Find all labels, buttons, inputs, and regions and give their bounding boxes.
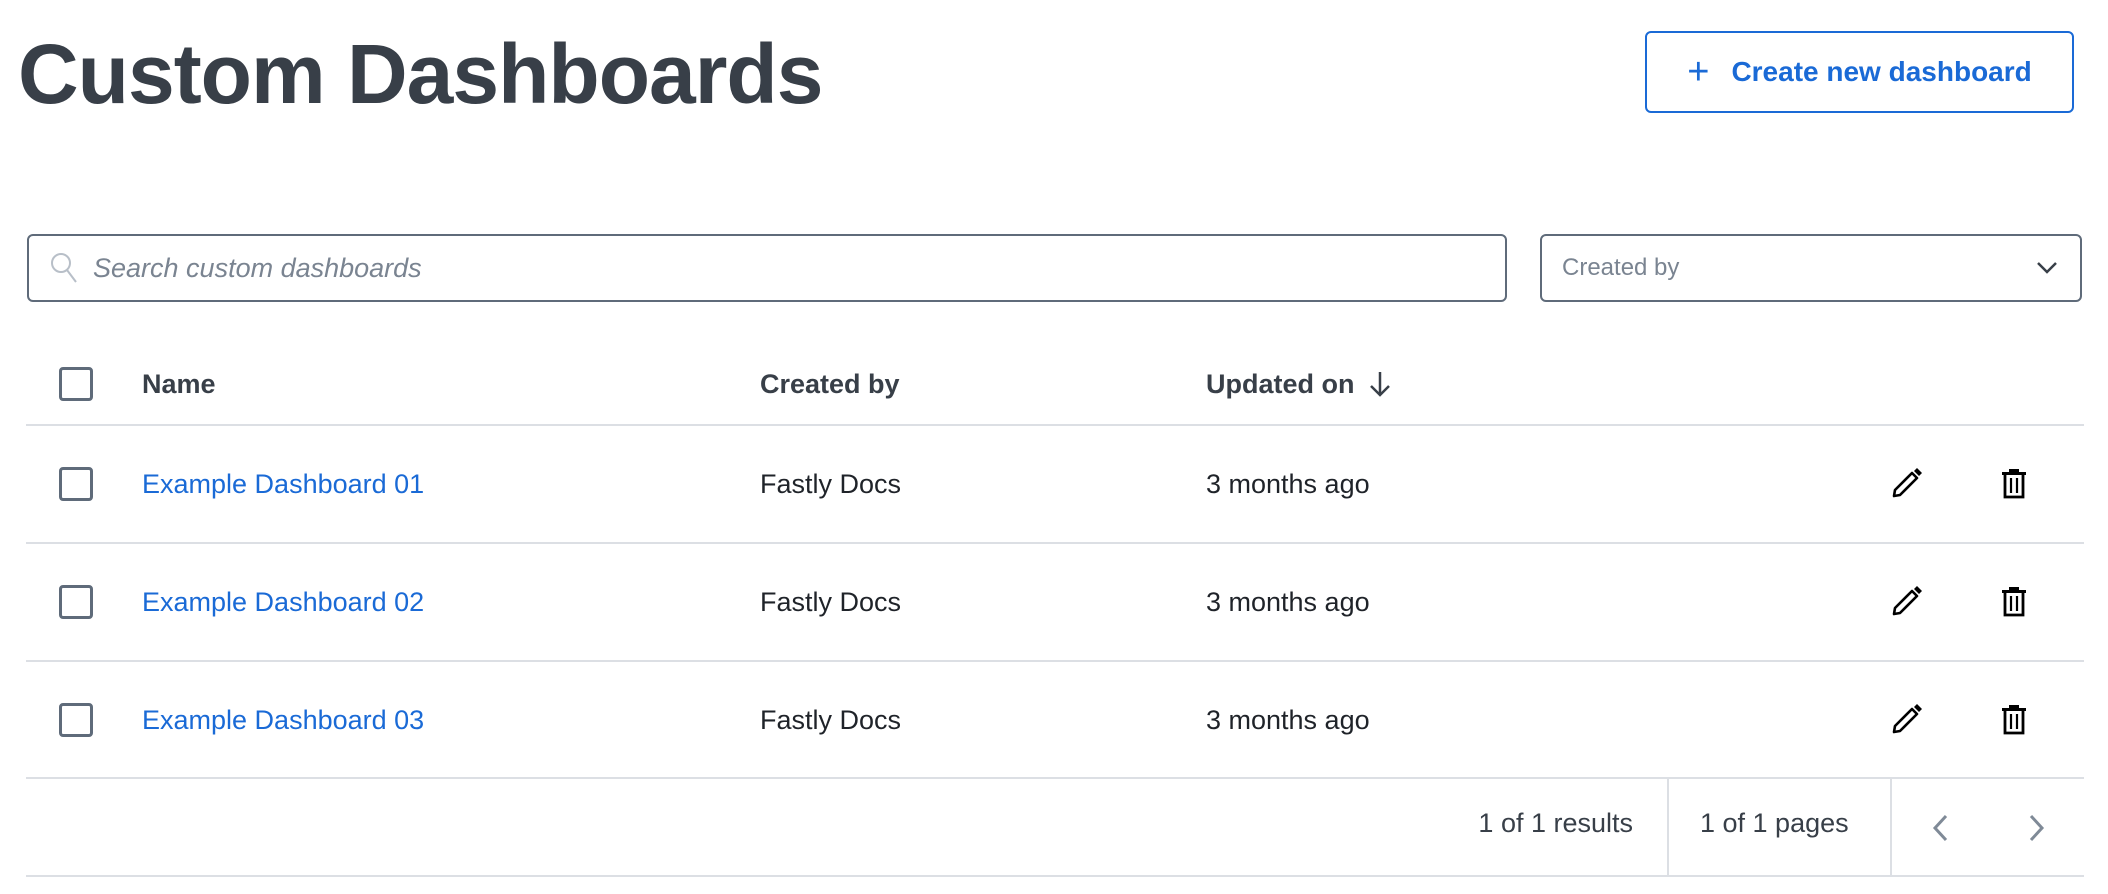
updated-on-cell: 3 months ago — [1206, 704, 1370, 735]
row-checkbox[interactable] — [59, 585, 93, 619]
created-by-select[interactable]: Created by — [1540, 234, 2082, 302]
table-row: Example Dashboard 02 Fastly Docs 3 month… — [26, 572, 2084, 632]
arrow-down-icon — [1369, 372, 1390, 397]
select-all-checkbox[interactable] — [59, 367, 93, 401]
search-field[interactable] — [27, 234, 1507, 302]
trash-icon[interactable] — [1996, 584, 2032, 620]
edit-pencil-icon[interactable] — [1888, 702, 1924, 738]
next-page-button[interactable] — [2025, 813, 2047, 843]
search-input[interactable] — [93, 252, 1505, 284]
table-row: Example Dashboard 01 Fastly Docs 3 month… — [26, 454, 2084, 514]
divider — [26, 542, 2084, 544]
dashboard-link[interactable]: Example Dashboard 02 — [142, 586, 425, 617]
divider — [26, 875, 2084, 877]
chevron-down-icon — [2037, 262, 2057, 274]
updated-on-cell: 3 months ago — [1206, 468, 1370, 499]
page-title: Custom Dashboards — [18, 27, 823, 121]
edit-pencil-icon[interactable] — [1888, 466, 1924, 502]
row-checkbox[interactable] — [59, 703, 93, 737]
created-by-select-label: Created by — [1562, 254, 1680, 281]
dashboard-link[interactable]: Example Dashboard 01 — [142, 468, 425, 499]
edit-pencil-icon[interactable] — [1888, 584, 1924, 620]
trash-icon[interactable] — [1996, 466, 2032, 502]
previous-page-button[interactable] — [1930, 813, 1952, 843]
table-row: Example Dashboard 03 Fastly Docs 3 month… — [26, 690, 2084, 750]
divider — [1667, 779, 1669, 876]
divider — [26, 660, 2084, 662]
column-header-updated-on-label: Updated on — [1206, 368, 1355, 399]
dashboard-link[interactable]: Example Dashboard 03 — [142, 704, 425, 735]
page-count: 1 of 1 pages — [1700, 808, 1849, 838]
created-by-cell: Fastly Docs — [760, 586, 902, 617]
table-header: Name Created by Updated on — [26, 354, 2084, 414]
row-checkbox[interactable] — [59, 467, 93, 501]
results-count: 1 of 1 results — [1478, 808, 1633, 838]
create-new-dashboard-button[interactable]: + Create new dashboard — [1645, 31, 2074, 113]
divider — [26, 424, 2084, 426]
created-by-cell: Fastly Docs — [760, 704, 902, 735]
column-header-name[interactable]: Name — [142, 368, 216, 399]
column-header-updated-on[interactable]: Updated on — [1206, 369, 1391, 400]
create-new-dashboard-label: Create new dashboard — [1731, 56, 2032, 87]
search-icon — [51, 253, 77, 283]
divider — [1890, 779, 1892, 876]
updated-on-cell: 3 months ago — [1206, 586, 1370, 617]
plus-icon: + — [1687, 51, 1710, 93]
created-by-cell: Fastly Docs — [760, 468, 902, 499]
column-header-created-by[interactable]: Created by — [760, 368, 900, 399]
divider — [26, 777, 2084, 779]
trash-icon[interactable] — [1996, 702, 2032, 738]
